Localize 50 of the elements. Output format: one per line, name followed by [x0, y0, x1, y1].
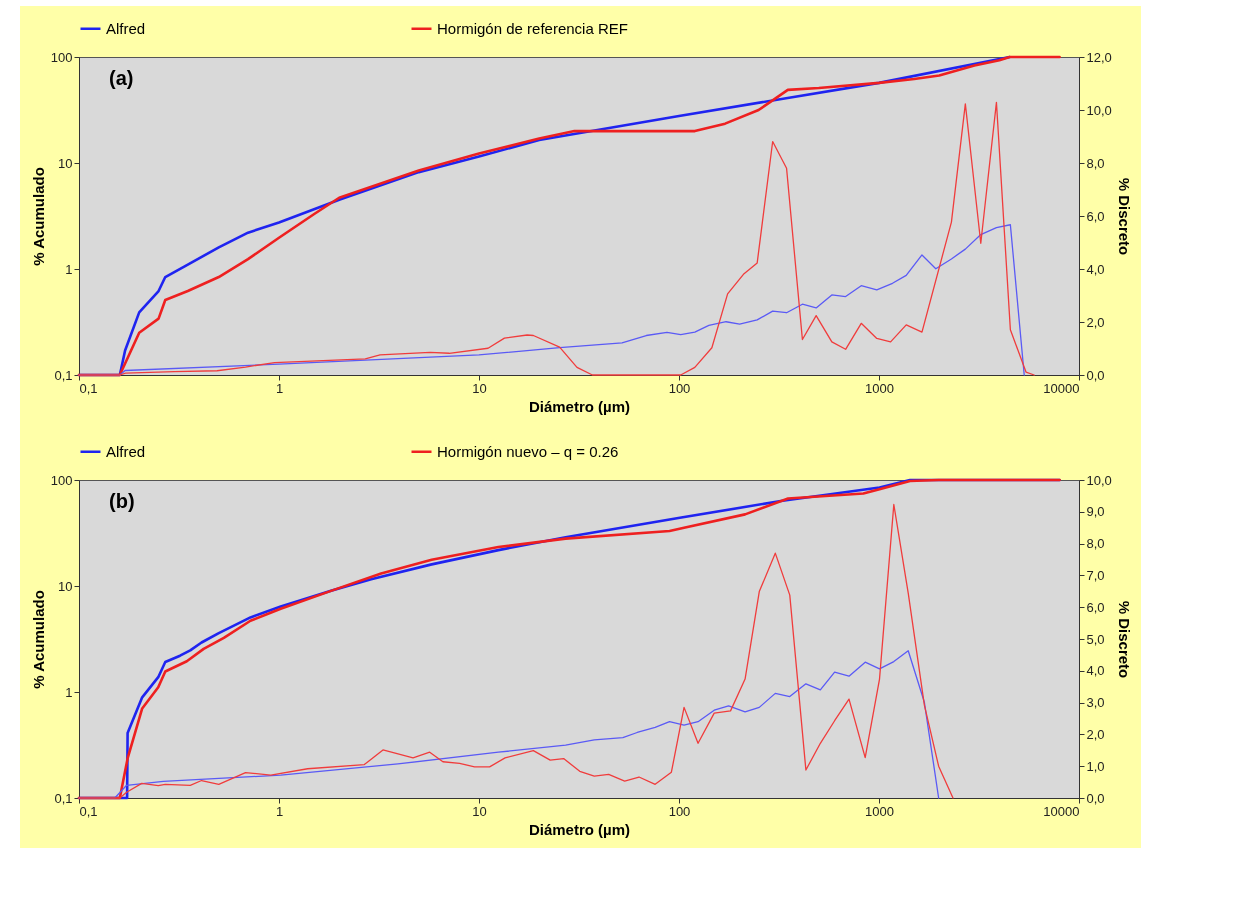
y-tick-label: 1 [65, 684, 73, 700]
y2-tick-label: 12,0 [1086, 49, 1112, 65]
y2-tick-label: 2,0 [1086, 314, 1105, 330]
y2-tick-label: 7,0 [1086, 567, 1105, 583]
y2-tick-label: 3,0 [1086, 695, 1105, 711]
legend-label: Alfred [106, 19, 146, 37]
y-tick-label: 10 [58, 155, 73, 171]
y2-tick-label: 8,0 [1086, 155, 1105, 171]
y-tick-label: 0,1 [54, 367, 73, 383]
y2-tick-label: 10,0 [1086, 472, 1112, 488]
x-tick-label: 1 [275, 380, 284, 396]
x-tick-label: 100 [668, 803, 691, 819]
x-tick-label: 0,1 [79, 380, 98, 396]
x-tick-label: 10 [472, 380, 487, 396]
x-tick-label: 100 [668, 380, 691, 396]
x-tick-label: 10000 [1043, 380, 1080, 396]
y2-tick-label: 1,0 [1086, 758, 1105, 774]
x-tick-label: 1000 [865, 803, 894, 819]
y-axis-title: % Acumulado [29, 590, 47, 689]
x-axis-title: Diámetro (µm) [528, 820, 631, 838]
y2-tick-label: 0,0 [1086, 367, 1105, 383]
x-axis-title: Diámetro (µm) [528, 397, 631, 415]
y-tick-label: 1 [65, 261, 73, 277]
y-tick-label: 100 [50, 472, 73, 488]
y2-axis-title: % Discreto [1115, 177, 1133, 256]
legend-label: Hormigón nuevo – q = 0.26 [437, 442, 619, 460]
y2-tick-label: 2,0 [1086, 726, 1105, 742]
y2-tick-label: 8,0 [1086, 536, 1105, 552]
annotation: (a) [109, 67, 134, 89]
y2-tick-label: 10,0 [1086, 102, 1112, 118]
y2-tick-label: 0,0 [1086, 790, 1105, 806]
x-tick-label: 1000 [865, 380, 894, 396]
y-tick-label: 10 [58, 578, 73, 594]
x-tick-label: 10 [472, 803, 487, 819]
legend-label: Hormigón de referencia REF [437, 19, 628, 37]
y2-tick-label: 6,0 [1086, 208, 1105, 224]
y-tick-label: 0,1 [54, 790, 73, 806]
y2-tick-label: 4,0 [1086, 663, 1105, 679]
y2-tick-label: 5,0 [1086, 631, 1105, 647]
y-axis-title: % Acumulado [29, 167, 47, 266]
y-tick-label: 100 [50, 49, 73, 65]
x-tick-label: 1 [275, 803, 284, 819]
legend-label: Alfred [106, 442, 146, 460]
y2-tick-label: 4,0 [1086, 261, 1105, 277]
x-tick-label: 0,1 [79, 803, 98, 819]
y2-tick-label: 6,0 [1086, 599, 1105, 615]
y2-axis-title: % Discreto [1115, 600, 1133, 679]
annotation: (b) [109, 490, 135, 512]
x-tick-label: 10000 [1043, 803, 1080, 819]
y2-tick-label: 9,0 [1086, 504, 1105, 520]
